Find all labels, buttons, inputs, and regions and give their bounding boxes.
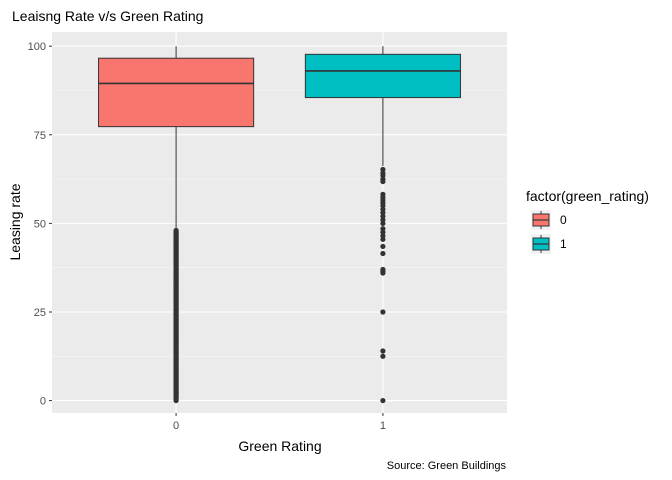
legend-label: 1 [560, 237, 567, 251]
y-axis: 0 25 50 75 100 [28, 41, 52, 408]
outlier-point [380, 220, 386, 226]
y-tick-label: 50 [34, 218, 46, 230]
outlier-point [173, 227, 179, 234]
boxplots [98, 46, 461, 404]
outlier-point [173, 380, 179, 386]
box [98, 57, 255, 128]
outlier-point [173, 374, 179, 381]
box-group-1 [304, 46, 461, 404]
x-axis-title: Green Rating [238, 438, 321, 454]
x-tick-label: 0 [173, 420, 179, 432]
outlier-point [173, 366, 179, 372]
outlier-point [380, 309, 386, 315]
y-tick-label: 25 [34, 307, 46, 319]
outlier-point [380, 270, 386, 276]
y-axis-title: Leasing rate [7, 183, 23, 260]
outlier-point [380, 243, 386, 250]
outlier-point [173, 350, 179, 356]
outlier-point [380, 348, 386, 354]
legend-label: 0 [560, 213, 567, 227]
outlier-point [173, 345, 179, 351]
y-tick-label: 100 [28, 41, 46, 53]
x-tick-label: 1 [380, 420, 386, 432]
outlier-point [380, 397, 386, 404]
box [304, 53, 461, 99]
legend-title: factor(green_rating) [526, 188, 649, 204]
outlier-point [380, 178, 386, 185]
y-tick-label: 75 [34, 130, 46, 142]
outlier-point [380, 250, 386, 257]
outlier-point [380, 353, 386, 359]
chart-caption: Source: Green Buildings [387, 460, 507, 472]
legend: factor(green_rating) 0 1 [526, 188, 649, 254]
outlier-point [380, 236, 386, 242]
chart-title: Leaisng Rate v/s Green Rating [12, 8, 203, 24]
y-tick-label: 0 [40, 396, 46, 408]
box-group-0 [98, 46, 255, 404]
